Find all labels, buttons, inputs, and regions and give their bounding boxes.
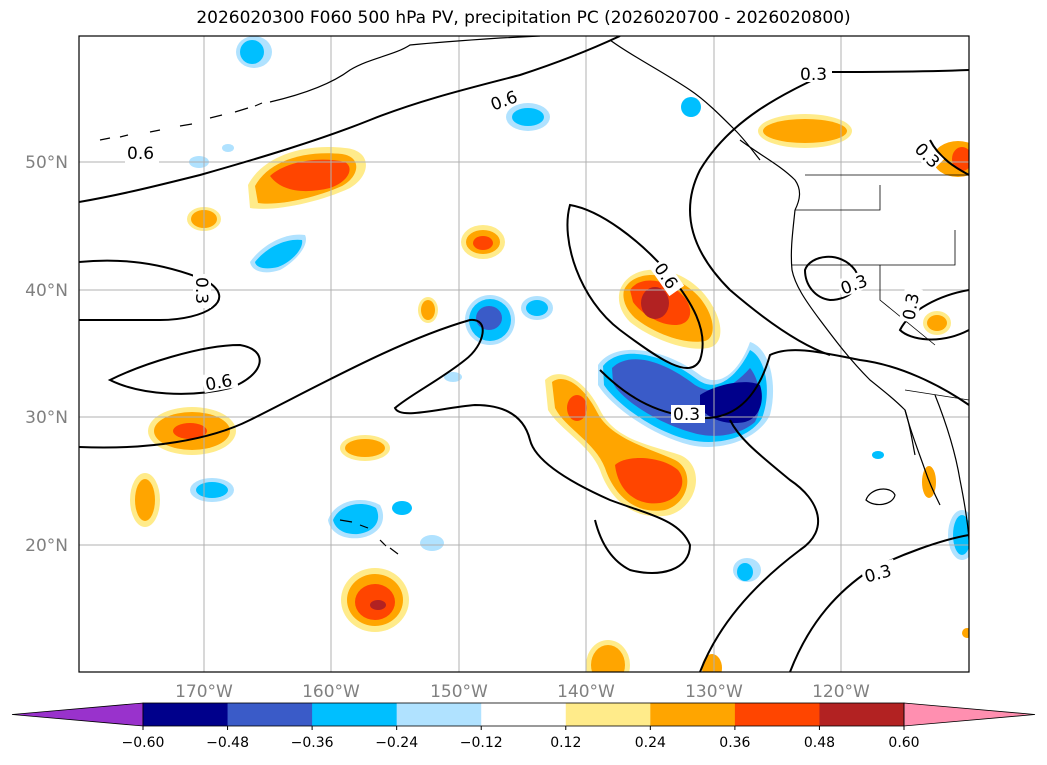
lon-label: 120°W — [812, 682, 870, 702]
map-title: 2026020300 F060 500 hPa PV, precipitatio… — [196, 8, 851, 28]
precip-blob — [615, 458, 683, 504]
colorbar-segment — [396, 703, 482, 726]
contour-label: 0.3 — [900, 292, 924, 322]
precip-blob — [962, 628, 969, 638]
precip-blob — [737, 563, 753, 581]
precip-blob — [135, 479, 155, 521]
pv-contour-0.3-rocky — [929, 139, 969, 176]
precip-blob — [952, 147, 969, 171]
precip-blob — [444, 372, 462, 382]
lat-label: 30°N — [25, 408, 68, 428]
lon-label: 140°W — [557, 682, 615, 702]
precip-negative-anomalies — [189, 36, 969, 582]
pv-contour-0.3-southcentral — [699, 419, 819, 672]
latitude-axis: 50°N 40°N 30°N 20°N — [25, 153, 68, 556]
mexico-coast — [934, 394, 969, 541]
precip-blob — [370, 600, 386, 610]
precip-blob — [526, 300, 548, 316]
plot-frame — [78, 35, 970, 673]
contour-label: 0.6 — [127, 144, 154, 164]
precip-blob — [421, 300, 435, 320]
precip-blob — [591, 645, 625, 672]
colorbar-segment — [565, 703, 651, 726]
precip-blob — [222, 144, 234, 152]
precip-blob — [270, 159, 350, 192]
lon-label: 130°W — [685, 682, 743, 702]
precip-blob — [345, 439, 385, 457]
pv-contour-0.6-loop — [107, 343, 261, 395]
contour-label: 0.6 — [204, 371, 234, 395]
hawaii-islands — [339, 519, 399, 555]
oregon-california-border — [792, 230, 956, 266]
precip-blob — [512, 108, 544, 126]
lat-label: 20°N — [25, 536, 68, 556]
colorbar-extend-min — [11, 702, 144, 727]
lon-label: 160°W — [302, 682, 360, 702]
bc-washington-coast — [739, 139, 801, 211]
lon-label: 170°W — [175, 682, 233, 702]
colorbar-segment — [312, 703, 398, 726]
colorbar-tick-label: 0.12 — [550, 735, 581, 751]
aleutian-islands — [99, 102, 263, 141]
baja-california — [904, 409, 941, 506]
precip-blob — [173, 423, 207, 439]
colorbar-segment — [819, 703, 905, 726]
colorbar-segment — [481, 703, 567, 726]
precip-blob — [420, 535, 444, 551]
colorbar: −0.60 −0.48 −0.36 −0.24 −0.12 0.12 0.24 0.36 0.4… — [11, 702, 1036, 751]
pv-contours — [79, 36, 969, 672]
contour-label: 0.3 — [800, 65, 827, 85]
precip-blob — [702, 654, 722, 672]
graticule — [79, 36, 969, 672]
precip-blob — [700, 382, 762, 424]
contour-label: 0.3 — [191, 277, 211, 304]
precip-blob — [567, 395, 587, 421]
colorbar-segment — [734, 703, 820, 726]
colorbar-tick-label: −0.60 — [122, 735, 165, 751]
alaska-panhandle — [609, 39, 761, 161]
colorbar-tick-label: 0.60 — [888, 735, 919, 751]
precip-blob — [476, 306, 502, 330]
precip-blob — [681, 97, 701, 117]
pv-contour-0.6-north — [79, 36, 621, 203]
colorbar-tick-label: −0.12 — [460, 735, 503, 751]
oregon-washington-border — [795, 185, 881, 211]
pv-contour-0.3-central — [566, 203, 704, 370]
lat-label: 50°N — [25, 153, 68, 173]
nevada-border — [879, 265, 936, 346]
precip-blob — [641, 287, 669, 319]
colorbar-segment — [143, 703, 229, 726]
contour-label: 0.3 — [673, 405, 700, 425]
colorbar-tick-label: −0.24 — [375, 735, 418, 751]
colorbar-tick-label: −0.36 — [291, 735, 334, 751]
lon-label: 150°W — [430, 682, 488, 702]
pv-contour-0.3-coast — [689, 69, 969, 356]
colorbar-tick-label: 0.36 — [719, 735, 750, 751]
precip-blob — [927, 315, 947, 331]
longitude-axis: 170°W 160°W 150°W 140°W 130°W 120°W — [175, 682, 870, 702]
precip-blob — [333, 504, 379, 535]
precip-blob — [392, 501, 412, 515]
misc-island — [865, 488, 896, 506]
coastlines — [99, 36, 969, 555]
colorbar-extend-max — [903, 702, 1036, 727]
colorbar-segment — [650, 703, 736, 726]
precip-blob — [473, 236, 493, 250]
colorbar-tick-label: −0.48 — [206, 735, 249, 751]
colorbar-tick-label: 0.48 — [804, 735, 835, 751]
precip-blob — [255, 239, 303, 269]
precip-blob — [196, 482, 228, 498]
precip-blob — [240, 40, 264, 64]
colorbar-tick-label: 0.24 — [635, 735, 666, 751]
pv-contour-0.6-east — [599, 349, 969, 420]
precip-blob — [763, 119, 847, 143]
lat-label: 40°N — [25, 281, 68, 301]
colorbar-segment — [227, 703, 313, 726]
alaska-coast — [269, 36, 541, 103]
pv-contour-0.6-southwest — [79, 318, 692, 574]
pv-contour-0.3-east-edge — [898, 289, 969, 341]
colorbar-frame — [142, 702, 905, 727]
precip-blob — [872, 451, 884, 459]
